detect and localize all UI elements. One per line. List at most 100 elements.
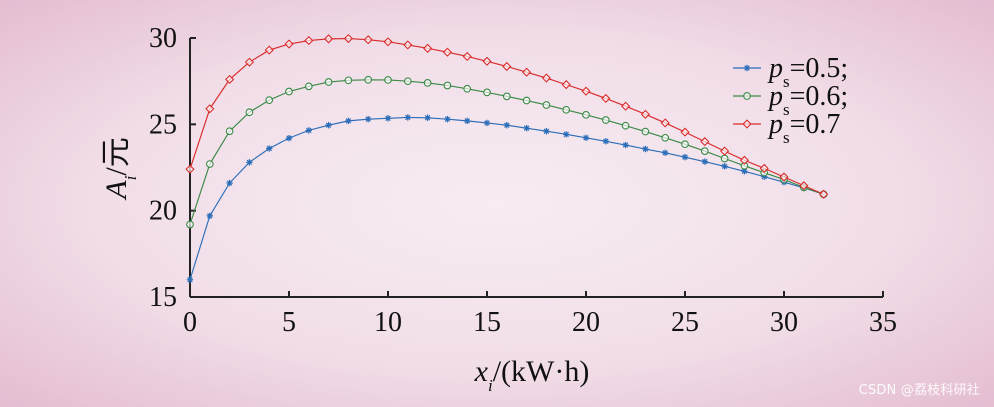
series-1-point-stroke-diagonal-b [622, 142, 629, 148]
series-2-point [364, 75, 373, 84]
series-2-point [225, 127, 234, 136]
series-2-point [384, 76, 392, 84]
series-1-point-stroke-diagonal-b [444, 116, 451, 122]
series-2-point [483, 88, 491, 97]
series-3-point [185, 164, 195, 174]
x-axis-label-main: x [474, 355, 489, 388]
series-3-point [522, 67, 532, 77]
series-2-point [205, 160, 214, 168]
series-1-point-stroke-diagonal-b [523, 125, 530, 131]
series-2-point [700, 147, 709, 155]
series-1-point [662, 149, 669, 157]
series-3-point [363, 35, 373, 45]
series-2-point [641, 127, 650, 136]
series-1-point-stroke-diagonal-b [642, 146, 649, 152]
series-1-point [563, 131, 570, 138]
series-1-point-stroke-diagonal-b [325, 122, 332, 128]
series-1-point [444, 115, 451, 123]
series-2-point [661, 133, 670, 142]
series-1-point-stroke-diagonal-b [741, 168, 748, 175]
series-1-point [681, 153, 689, 161]
series-1-point-stroke-diagonal-b [385, 115, 391, 122]
series-1-point [721, 163, 728, 170]
series-2-point [285, 87, 293, 96]
series-1-point [226, 179, 233, 187]
series-1-point-stroke-diagonal-b [504, 122, 510, 128]
series-1-point-stroke-diagonal-b [543, 128, 550, 134]
series-3-point [383, 37, 393, 47]
series-1-point [266, 145, 273, 152]
series-1-point [543, 128, 550, 135]
legend-label-sub-3: s [783, 128, 790, 147]
series-3-point [343, 33, 353, 44]
x-tick-label: 20 [572, 307, 600, 338]
series-1-point-stroke-diagonal-b [484, 120, 490, 126]
series-2-point [720, 154, 729, 163]
series-3-point [264, 45, 274, 55]
series-1-point [622, 141, 629, 149]
series-1-point-stroke-diagonal-b [266, 145, 272, 152]
series-1-point-stroke-diagonal-b [682, 154, 688, 160]
y-tick-label: 20 [149, 196, 177, 227]
series-3-point [561, 80, 571, 90]
series-1-point-stroke-diagonal-b [603, 138, 609, 144]
legend-label-1: ps=0.5; [767, 53, 848, 91]
series-2-point [621, 121, 630, 130]
series-layer [185, 33, 829, 283]
series-1-point-stroke-diagonal-b [345, 118, 352, 124]
legend-label-3: ps=0.7 [767, 109, 840, 147]
y-tick-label: 30 [149, 23, 177, 54]
series-3-point [403, 40, 413, 50]
series-1-point-stroke-diagonal-b [702, 158, 708, 165]
series-1-point-stroke-diagonal-b [207, 213, 213, 219]
series-3-point [284, 39, 294, 49]
legend-marker-3 [742, 119, 752, 129]
legend-marker-2 [743, 92, 751, 100]
series-3-point [799, 181, 809, 191]
series-2-point [443, 81, 452, 90]
watermark: CSDN @荔枝科研社 [858, 383, 980, 398]
series-2-point [522, 96, 531, 105]
series-3-point [205, 104, 215, 114]
x-tick-label: 10 [374, 307, 402, 338]
legend-label-main-3: p [767, 109, 783, 140]
series-3-point [819, 189, 829, 199]
series-3-point [462, 51, 472, 62]
series-1-point [285, 134, 293, 142]
y-axis-label-unit: /元 [100, 137, 133, 175]
y-tick-label: 25 [149, 109, 177, 140]
series-3-point [680, 127, 690, 137]
legend-label-2: ps=0.6; [767, 81, 848, 119]
legend-label-tail-3: =0.7 [790, 109, 841, 140]
series-1-point [483, 119, 491, 127]
series-1-point [404, 114, 411, 121]
x-axis-label-unit: /(kW·h) [493, 355, 590, 388]
series-1-point-stroke-diagonal-b [464, 118, 470, 124]
series-3-point [244, 57, 254, 67]
series-3-point [779, 172, 789, 182]
series-1-point-stroke-diagonal-b [405, 114, 411, 121]
series-1-point-stroke-diagonal-b [662, 150, 668, 156]
legend-marker-1 [743, 64, 751, 72]
series-1-point [246, 159, 253, 166]
series-1-point-stroke-diagonal-b [306, 127, 312, 134]
y-axis-label-sub: i [121, 175, 140, 180]
series-3-point [720, 146, 730, 156]
series-1-point [503, 121, 510, 129]
series-1-point-stroke-diagonal-b [286, 135, 292, 141]
series-2-point [601, 116, 610, 124]
x-tick-label: 35 [869, 307, 897, 338]
series-3-point [759, 163, 769, 173]
series-2-point [304, 82, 313, 91]
series-3-point [640, 109, 650, 119]
series-1-point [345, 117, 352, 125]
series-1-point [424, 114, 431, 121]
series-1-point-stroke-diagonal-b [424, 115, 431, 121]
series-1-point [523, 124, 530, 132]
series-3-point [502, 61, 512, 72]
series-1-point [365, 115, 372, 123]
axes: 0 5 10 15 20 25 30 35 15 20 25 30 [149, 23, 897, 338]
y-axis-label: Ai/元 [100, 137, 140, 200]
series-2-point [245, 108, 254, 117]
